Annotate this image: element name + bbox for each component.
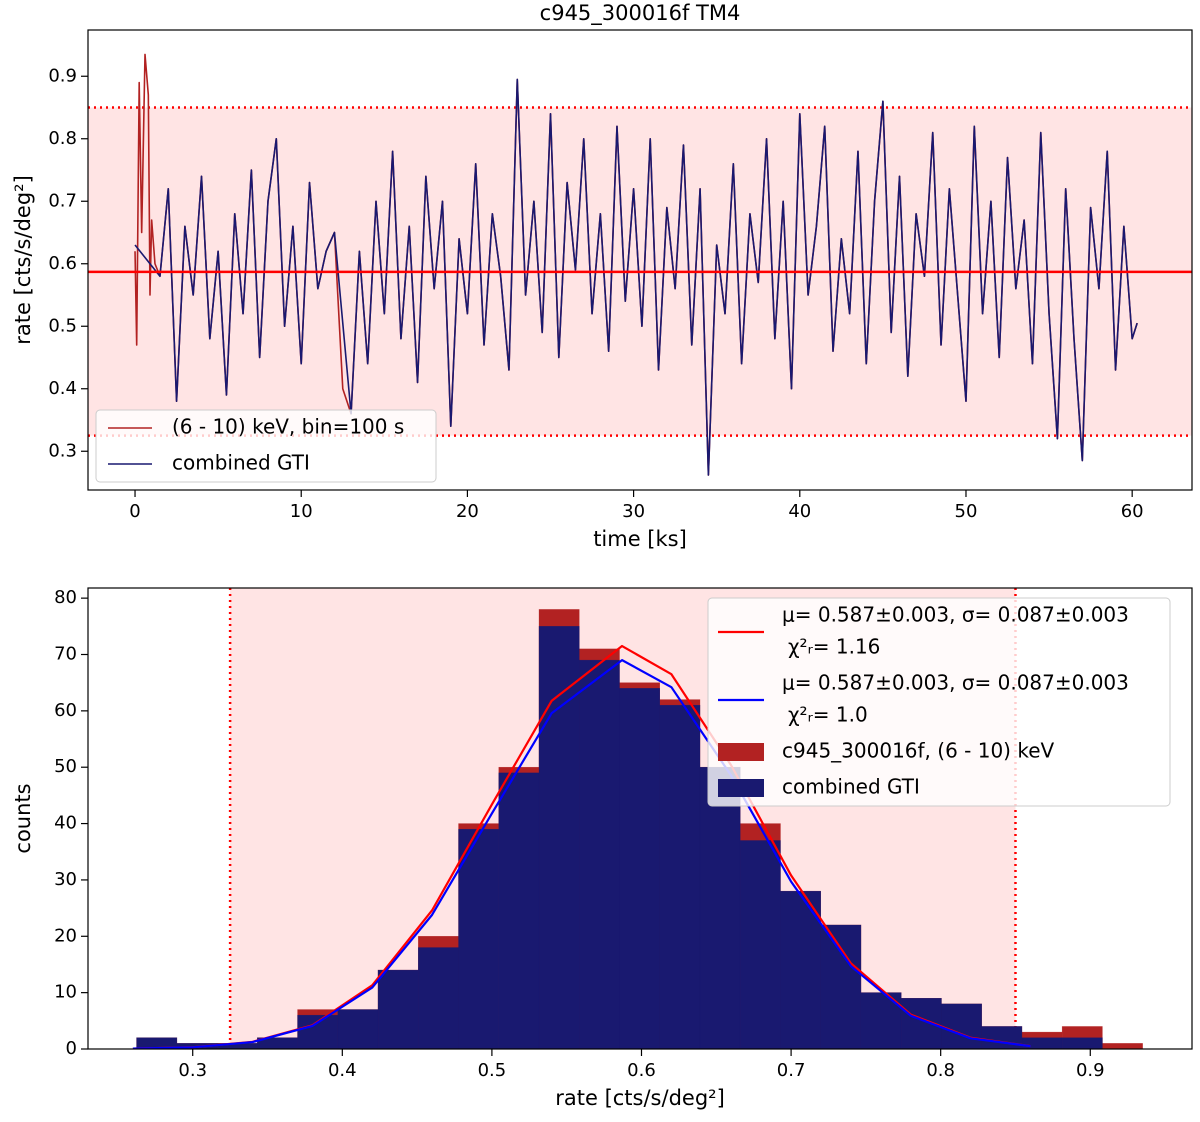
axes-frame: [87, 29, 1193, 491]
plot-area: [132, 588, 1143, 1049]
hist-bar: [699, 766, 741, 1049]
x-tick-label: 0.6: [627, 1060, 656, 1081]
x-tick-label: 0.4: [328, 1060, 357, 1081]
x-tick-label: 0.9: [1076, 1060, 1105, 1081]
legend-label: χ²ᵣ= 1.16: [788, 635, 880, 659]
x-tick-label: 0.5: [478, 1060, 507, 1081]
x-tick-label: 0.7: [777, 1060, 806, 1081]
x-axis-label: rate [cts/s/deg²]: [555, 1086, 725, 1110]
x-tick-label: 10: [290, 501, 313, 522]
x-tick-label: 0.8: [926, 1060, 955, 1081]
y-tick-label: 0.9: [48, 65, 77, 86]
legend-label: (6 - 10) keV, bin=100 s: [172, 415, 404, 439]
hist-bar: [619, 688, 660, 1049]
hist-bar: [337, 1009, 379, 1049]
chart-title: c945_300016f TM4: [540, 1, 741, 26]
legend: μ= 0.587±0.003, σ= 0.087±0.003 χ²ᵣ= 1.16 μ…: [707, 597, 1171, 807]
y-tick-label: 0.3: [48, 440, 77, 461]
hist-bar: [659, 704, 701, 1049]
hist-bar: [498, 772, 540, 1049]
rate-line: [134, 78, 1138, 476]
y-tick-label: 10: [54, 982, 77, 1003]
hist-bar: [981, 1026, 1023, 1049]
y-tick-label: 80: [54, 587, 77, 608]
x-tick-label: 40: [788, 501, 811, 522]
hist-bar: [739, 840, 781, 1049]
legend-box: [707, 597, 1171, 807]
axes-frame: [87, 587, 1193, 1050]
gauss-fit: [132, 659, 1031, 1049]
y-tick-label: 30: [54, 869, 77, 890]
x-tick-label: 60: [1121, 501, 1144, 522]
y-tick-label: 0.7: [48, 190, 77, 211]
legend-label: μ= 0.587±0.003, σ= 0.087±0.003: [782, 603, 1129, 627]
y-tick-label: 40: [54, 813, 77, 834]
hist-bar: [538, 626, 580, 1049]
x-tick-label: 0.3: [178, 1060, 207, 1081]
hist-bar: [579, 659, 620, 1049]
y-tick-label: 0.4: [48, 378, 77, 399]
y-axis-label: rate [cts/s/deg²]: [11, 175, 35, 345]
x-tick-label: 0: [129, 501, 140, 522]
y-tick-label: 0.8: [48, 128, 77, 149]
y-axis-label: counts: [11, 783, 35, 853]
legend-label: combined GTI: [782, 775, 920, 799]
legend-box: [95, 409, 437, 483]
hist-bar: [1102, 1043, 1143, 1049]
x-tick-label: 30: [622, 501, 645, 522]
legend-label: χ²ᵣ= 1.0: [788, 703, 868, 727]
hist-bar: [941, 1003, 982, 1049]
legend-label: μ= 0.587±0.003, σ= 0.087±0.003: [782, 671, 1129, 695]
y-tick-label: 0: [66, 1038, 77, 1059]
legend-label: c945_300016f, (6 - 10) keV: [782, 739, 1055, 763]
y-tick-label: 50: [54, 756, 77, 777]
legend-label: combined GTI: [172, 451, 310, 475]
legend-swatch: [718, 779, 764, 797]
y-tick-label: 20: [54, 925, 77, 946]
hist-bar: [297, 1014, 339, 1049]
legend-swatch: [718, 743, 764, 761]
x-axis-label: time [ks]: [593, 527, 687, 551]
y-tick-label: 70: [54, 644, 77, 665]
y-tick-label: 60: [54, 700, 77, 721]
hist-bar: [820, 924, 862, 1049]
x-tick-label: 20: [456, 501, 479, 522]
hist-bar: [1061, 1037, 1103, 1049]
y-tick-label: 0.5: [48, 315, 77, 336]
hist-bar: [1021, 1037, 1063, 1049]
hist-bar: [418, 947, 459, 1049]
hist-bar: [377, 969, 419, 1049]
hist-bar: [458, 828, 500, 1049]
y-tick-label: 0.6: [48, 253, 77, 274]
legend: (6 - 10) keV, bin=100 s combined GTI: [95, 409, 437, 483]
x-tick-label: 50: [955, 501, 978, 522]
plot-area: [88, 53, 1192, 476]
